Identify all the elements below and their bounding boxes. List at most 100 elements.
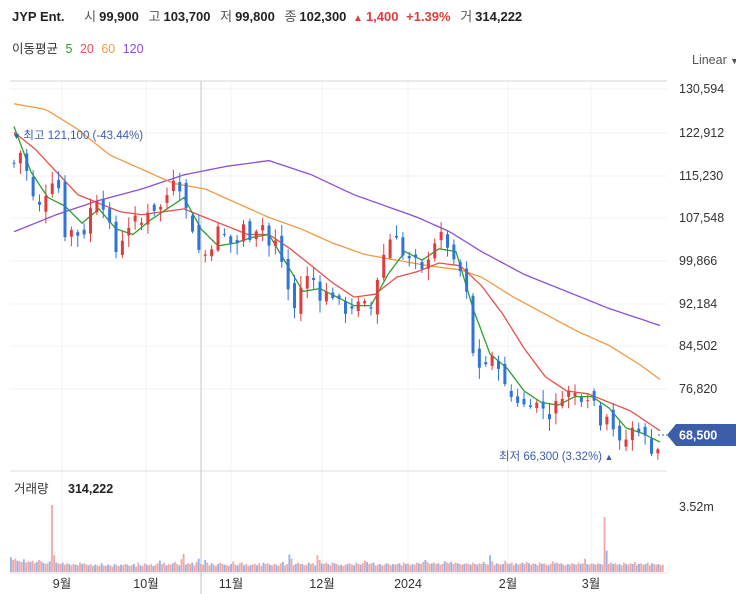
- volume-bar: [221, 563, 224, 572]
- current-price-badge: [667, 424, 736, 446]
- volume-value: 314,222: [475, 9, 523, 24]
- volume-bar: [197, 558, 200, 572]
- volume-bar: [601, 564, 604, 572]
- candle-body: [452, 244, 456, 260]
- volume-bar: [31, 560, 34, 572]
- volume-bar: [137, 562, 140, 572]
- candle-body: [382, 254, 386, 278]
- volume-bar: [607, 563, 610, 572]
- high-value: 103,700: [163, 9, 211, 24]
- volume-bar: [618, 563, 621, 572]
- volume-bar: [614, 563, 617, 572]
- volume-bar: [161, 563, 163, 572]
- candle-body: [254, 231, 258, 240]
- volume-bar: [322, 563, 325, 572]
- candle-body: [305, 275, 309, 289]
- volume-bar: [204, 559, 207, 572]
- volume-bar: [523, 563, 526, 572]
- candle-body: [267, 225, 271, 246]
- y-tick-label: 115,230: [679, 169, 723, 183]
- chevron-down-icon[interactable]: ▼: [730, 56, 736, 66]
- volume-bar: [655, 564, 658, 572]
- candle-body: [95, 201, 99, 213]
- ma60-line: [13, 103, 661, 381]
- volume-bar: [540, 563, 543, 572]
- volume-bar: [467, 563, 470, 572]
- volume-bar: [53, 555, 56, 572]
- candle-body: [446, 234, 449, 248]
- volume-bar: [495, 563, 498, 572]
- volume-bar: [515, 563, 517, 572]
- scale-mode-toggle[interactable]: Linear: [692, 53, 727, 67]
- volume-bar: [152, 565, 155, 572]
- candle-body: [159, 206, 163, 210]
- volume-bar: [493, 565, 496, 572]
- x-tick-label: 12월: [309, 577, 334, 591]
- volume-bar: [109, 565, 112, 572]
- volume-bar: [605, 550, 608, 572]
- y-tick-label: 122,912: [679, 126, 724, 140]
- volume-bar: [14, 558, 17, 572]
- volume-bar: [633, 561, 636, 572]
- candle-body: [261, 225, 265, 231]
- volume-bar: [158, 560, 161, 572]
- volume-bar: [286, 563, 289, 572]
- volume-bar: [111, 566, 114, 572]
- volume-bar: [329, 565, 332, 572]
- volume-bar: [310, 563, 312, 572]
- volume-bar: [640, 563, 643, 572]
- ma-legend-title: 이동평균: [12, 42, 59, 56]
- candle-body: [420, 261, 424, 270]
- close-value: 102,300: [299, 9, 347, 24]
- volume-bar: [249, 565, 252, 572]
- volume-bar: [10, 557, 12, 572]
- volume-bar: [245, 563, 248, 572]
- candle-body: [535, 402, 539, 409]
- volume-bar: [538, 562, 541, 572]
- volume-bar: [182, 553, 185, 572]
- volume-bar: [351, 564, 353, 572]
- volume-bar: [202, 564, 204, 572]
- volume-bar: [208, 565, 211, 572]
- candle-body: [324, 291, 328, 302]
- volume-bar: [92, 565, 94, 572]
- volume-bar: [269, 564, 271, 572]
- volume-bar: [219, 562, 222, 572]
- volume-bar: [124, 563, 127, 572]
- volume-bar: [398, 563, 401, 572]
- volume-bar: [163, 562, 166, 572]
- candle-body: [369, 307, 373, 309]
- candle-body: [363, 301, 367, 304]
- volume-bar: [597, 563, 599, 572]
- candle-body: [146, 212, 150, 225]
- ohlc-header: JYP Ent. 시 99,900 고 103,700 저 99,800 종 102,3…: [12, 6, 522, 25]
- volume-bar: [74, 564, 77, 572]
- volume-bar: [355, 562, 358, 572]
- volume-label: 거: [460, 9, 473, 24]
- volume-bar: [474, 563, 476, 572]
- moving-average-lines: [13, 103, 661, 443]
- ma-20-label: 20: [79, 42, 94, 56]
- high-low-markers: ▼ 최고 121,100 (-43.44%) 최저 66,300 (3.32%) …: [12, 129, 613, 463]
- volume-bar: [441, 563, 444, 572]
- volume-bar: [29, 561, 32, 572]
- x-tick-label: 2월: [499, 577, 517, 591]
- volume-bar: [316, 555, 319, 572]
- candle-body: [50, 183, 54, 195]
- volume-bar: [446, 562, 448, 572]
- ma-legend[interactable]: 이동평균 5 20 60 120: [12, 38, 144, 57]
- candle-body: [229, 236, 233, 244]
- volume-last-value: 314,222: [68, 482, 113, 496]
- candle-body: [630, 427, 634, 441]
- volume-bar: [458, 563, 461, 572]
- volume-bar: [251, 564, 254, 572]
- volume-bar: [420, 563, 422, 572]
- volume-bar: [294, 563, 297, 572]
- volume-bar: [366, 561, 368, 572]
- volume-bar: [102, 565, 105, 572]
- candle-body: [44, 195, 48, 212]
- y-tick-label: 92,184: [679, 297, 717, 311]
- volume-bar: [586, 563, 589, 572]
- volume-bar: [521, 562, 524, 572]
